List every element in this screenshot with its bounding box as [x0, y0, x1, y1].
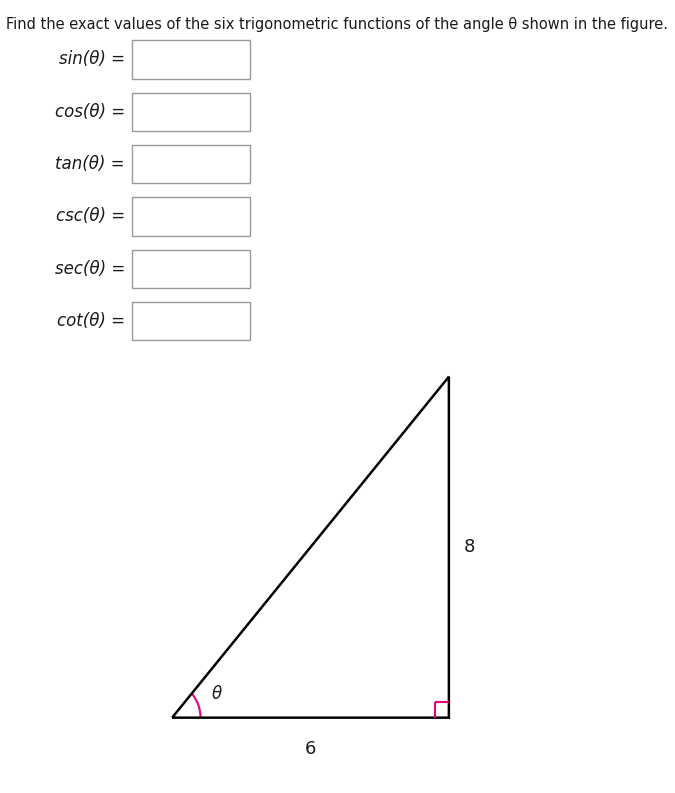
- Bar: [132, 250, 250, 288]
- Text: cot(θ) =: cot(θ) =: [57, 312, 125, 330]
- Text: 8: 8: [464, 538, 475, 556]
- Text: tan(θ) =: tan(θ) =: [55, 155, 125, 173]
- Bar: [132, 197, 250, 236]
- Text: cos(θ) =: cos(θ) =: [55, 103, 125, 121]
- Text: sec(θ) =: sec(θ) =: [55, 260, 125, 278]
- Text: csc(θ) =: csc(θ) =: [56, 208, 125, 225]
- Text: Find the exact values of the six trigonometric functions of the angle θ shown in: Find the exact values of the six trigono…: [7, 17, 668, 33]
- Text: sin(θ) =: sin(θ) =: [59, 51, 125, 68]
- Bar: [132, 93, 250, 131]
- Bar: [132, 40, 250, 79]
- Text: 6: 6: [305, 740, 316, 758]
- Bar: [132, 302, 250, 340]
- Text: θ: θ: [211, 685, 221, 703]
- Bar: [132, 145, 250, 183]
